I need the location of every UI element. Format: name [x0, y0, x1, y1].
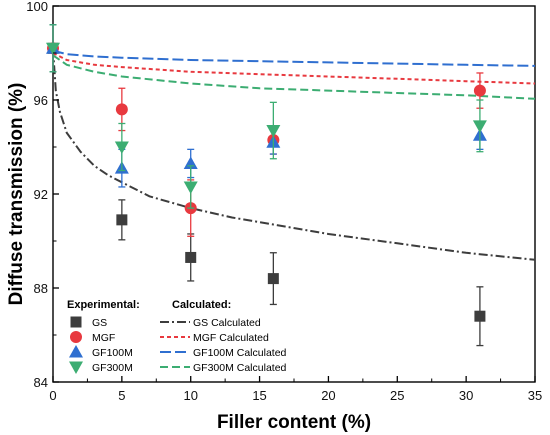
y-axis-title: Diffuse transmission (%)	[6, 83, 27, 306]
legend: Experimental: Calculated: GS MGF GF100M GF300…	[67, 299, 287, 374]
x-tick-label: 25	[390, 388, 404, 403]
x-tick-label: 5	[118, 388, 125, 403]
legend-marker-circle	[70, 331, 82, 343]
experimental-points	[46, 24, 487, 347]
legend-entry-calculated: GS Calculated	[160, 317, 261, 329]
legend-entry-experimental: GS	[70, 316, 107, 329]
y-tick-label: 92	[34, 187, 48, 202]
experimental-series-2	[46, 24, 487, 188]
legend-label: MGF Calculated	[193, 332, 269, 344]
data-point-circle	[115, 103, 128, 116]
data-point-triangle-down	[472, 120, 487, 133]
legend-marker-triangle-down	[69, 361, 83, 374]
legend-marker-triangle-up	[69, 345, 83, 358]
x-tick-label: 30	[459, 388, 473, 403]
axis-ticks: 0 5 10 15 20 25 30 35 84 88 92 96 100	[26, 0, 542, 403]
data-point-square	[267, 273, 279, 285]
calculated-line-2	[52, 49, 536, 67]
y-tick-label: 84	[34, 375, 48, 390]
data-point-triangle-down	[183, 181, 198, 194]
x-tick-label: 15	[252, 388, 266, 403]
legend-entry-experimental: GF100M	[69, 345, 133, 359]
legend-label: GF300M	[92, 362, 133, 374]
legend-experimental-header: Experimental:	[67, 299, 140, 311]
calculated-curves	[52, 48, 536, 261]
data-point-circle	[473, 84, 486, 97]
x-axis-title: Filler content (%)	[217, 412, 371, 433]
legend-entry-experimental: MGF	[70, 331, 115, 344]
data-point-triangle-down	[114, 141, 129, 154]
legend-marker-square	[70, 316, 82, 328]
calculated-line-1	[52, 52, 536, 85]
data-point-triangle-down	[266, 125, 281, 138]
legend-entry-calculated: GF300M Calculated	[160, 362, 287, 374]
legend-calculated-header: Calculated:	[172, 299, 231, 311]
data-point-square	[474, 310, 486, 322]
data-point-square	[185, 251, 197, 263]
x-tick-label: 20	[321, 388, 335, 403]
legend-entry-experimental: GF300M	[69, 361, 133, 374]
calculated-line-0	[52, 48, 536, 261]
x-tick-label: 10	[183, 388, 197, 403]
legend-label: GF100M	[92, 347, 133, 359]
data-point-square	[116, 214, 128, 226]
experimental-series-3	[46, 24, 487, 209]
legend-label: GF100M Calculated	[193, 347, 287, 359]
legend-entry-calculated: GF100M Calculated	[160, 347, 287, 359]
calculated-line-3	[52, 54, 536, 100]
y-tick-label: 88	[34, 281, 48, 296]
legend-label: GF300M Calculated	[193, 362, 287, 374]
legend-entry-calculated: MGF Calculated	[160, 332, 269, 344]
data-point-triangle-down	[46, 42, 60, 56]
legend-label: MGF	[92, 332, 115, 344]
legend-label: GS	[92, 317, 107, 329]
experimental-series-0	[47, 24, 486, 347]
y-tick-label: 100	[26, 0, 48, 14]
x-tick-label: 35	[528, 388, 542, 403]
x-tick-label: 0	[49, 388, 56, 403]
y-tick-label: 96	[34, 93, 48, 108]
legend-label: GS Calculated	[193, 317, 261, 329]
